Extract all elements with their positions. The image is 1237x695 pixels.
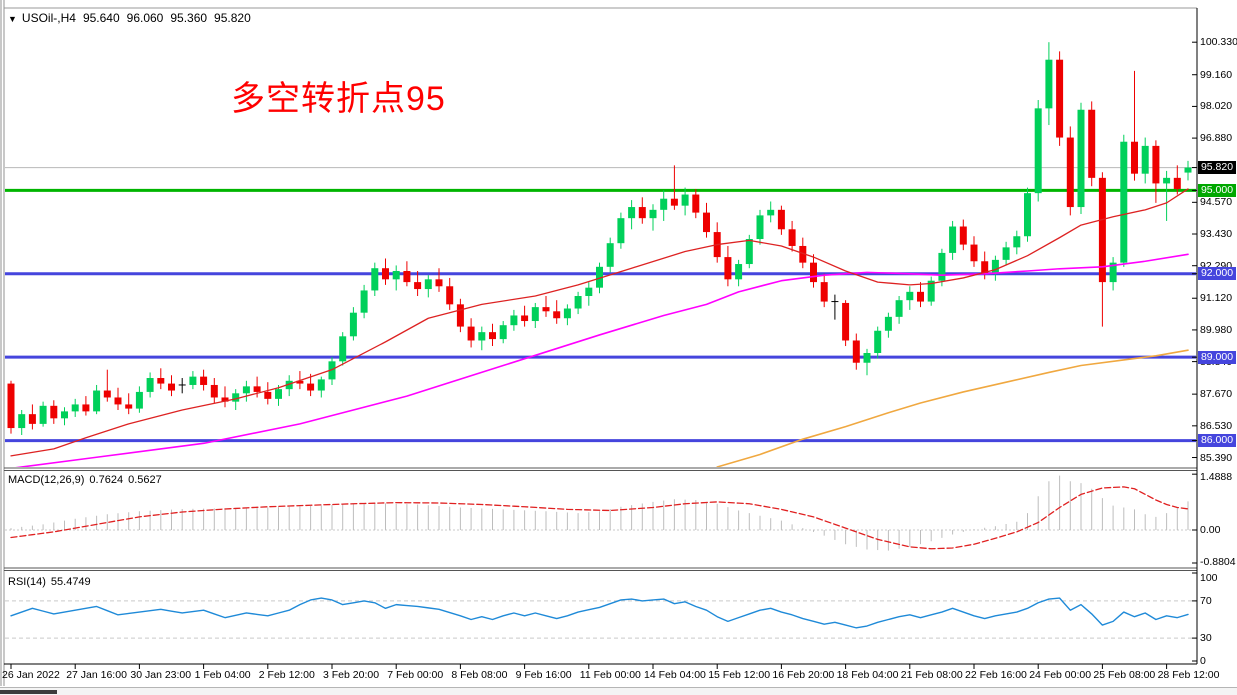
price-axis-label: 96.880 — [1200, 132, 1233, 145]
time-axis-label: 25 Feb 08:00 — [1093, 669, 1156, 681]
time-axis-label: 16 Feb 20:00 — [772, 669, 835, 681]
price-axis-label: 87.670 — [1200, 388, 1233, 401]
time-axis-label: 21 Feb 08:00 — [900, 669, 963, 681]
rsi-panel — [5, 597, 1196, 639]
rsi-axis-label: 0 — [1200, 655, 1206, 667]
symbol-dropdown-icon[interactable]: ▼ — [8, 14, 17, 24]
price-axis-badge: 86.000 — [1198, 434, 1236, 448]
ma-slow-orange-line — [716, 349, 1189, 467]
rsi-label-value: 55.4749 — [50, 576, 91, 588]
axis-ticks — [10, 41, 1197, 669]
time-axis-label: 27 Jan 16:00 — [66, 669, 127, 681]
horizontal-level-lines — [5, 167, 1196, 443]
time-axis-label: 2 Feb 12:00 — [258, 669, 315, 681]
candles-layer — [7, 42, 1192, 436]
macd-signal-line — [10, 486, 1189, 550]
price-axis-label: 93.430 — [1200, 228, 1233, 240]
time-axis-label: 26 Jan 2022 — [2, 669, 60, 681]
time-axis-label: 14 Feb 04:00 — [644, 669, 706, 681]
macd-panel — [5, 475, 1196, 551]
time-axis-label: 8 Feb 08:00 — [451, 669, 508, 681]
time-axis-label: 30 Jan 23:00 — [130, 669, 192, 681]
time-axis-label: 3 Feb 20:00 — [323, 669, 380, 681]
rsi-axis-label: 70 — [1200, 594, 1212, 607]
rsi-indicator-label: RSI(14) 55.4749 — [8, 576, 96, 588]
chart-annotation-text: 多空转折点95 — [231, 80, 446, 118]
rsi-line — [10, 597, 1189, 629]
rsi-axis-label: 30 — [1200, 632, 1212, 645]
ohlc-close: 95.820 — [214, 11, 251, 25]
panel-borders — [0, 0, 1198, 686]
price-axis-label: 86.530 — [1200, 419, 1233, 432]
macd-axis-label: 0.00 — [1200, 524, 1221, 536]
time-axis-label: 15 Feb 12:00 — [708, 669, 771, 681]
moving-averages-layer — [10, 188, 1189, 467]
price-axis-badge: 89.000 — [1198, 350, 1236, 364]
macd-axis-label: -0.8804 — [1200, 556, 1236, 568]
macd-label-name: MACD(12,26,9) — [8, 474, 85, 486]
time-axis-label: 24 Feb 00:00 — [1029, 669, 1092, 681]
time-axis-label: 22 Feb 16:00 — [965, 669, 1027, 681]
price-axis-label: 98.020 — [1200, 100, 1233, 113]
chart-header: ▼ USOil-,H4 95.640 96.060 95.360 95.820 — [8, 11, 251, 25]
price-axis-label: 99.160 — [1200, 68, 1233, 81]
macd-label-signal-value: 0.5627 — [128, 474, 162, 486]
time-axis-label: 7 Feb 00:00 — [387, 669, 444, 681]
rsi-axis-label: 100 — [1200, 572, 1218, 584]
time-axis-label: 28 Feb 12:00 — [1157, 669, 1220, 681]
rsi-label-name: RSI(14) — [8, 576, 46, 588]
time-axis-label: 9 Feb 16:00 — [515, 669, 572, 681]
horizontal-scrollbar-thumb[interactable] — [0, 690, 57, 694]
macd-label-value: 0.7624 — [89, 474, 124, 486]
horizontal-scrollbar[interactable] — [0, 687, 1237, 695]
price-axis-label: 100.330 — [1200, 36, 1237, 49]
price-axis-label: 91.120 — [1200, 292, 1233, 305]
price-axis-badge: 95.000 — [1198, 183, 1236, 197]
ma-mid-magenta-line — [15, 253, 1189, 467]
macd-indicator-label: MACD(12,26,9) 0.7624 0.5627 — [8, 474, 167, 486]
ohlc-high: 96.060 — [126, 11, 164, 25]
ohlc-low: 95.360 — [170, 11, 208, 25]
macd-axis-label: 1.4888 — [1200, 471, 1233, 483]
price-axis-label: 85.390 — [1200, 451, 1233, 464]
price-axis-label: 94.570 — [1200, 196, 1233, 209]
ohlc-open: 95.640 — [82, 11, 120, 25]
price-axis-badge: 92.000 — [1198, 267, 1236, 281]
time-axis-label: 1 Feb 04:00 — [194, 669, 251, 681]
symbol-timeframe-label: USOil-,H4 — [21, 11, 76, 25]
time-axis-label: 18 Feb 04:00 — [836, 669, 899, 681]
price-axis-label: 89.980 — [1200, 323, 1233, 336]
price-axis-badge: 95.820 — [1198, 161, 1236, 175]
time-axis-label: 11 Feb 00:00 — [579, 669, 641, 681]
ma-fast-red-line — [10, 188, 1189, 457]
